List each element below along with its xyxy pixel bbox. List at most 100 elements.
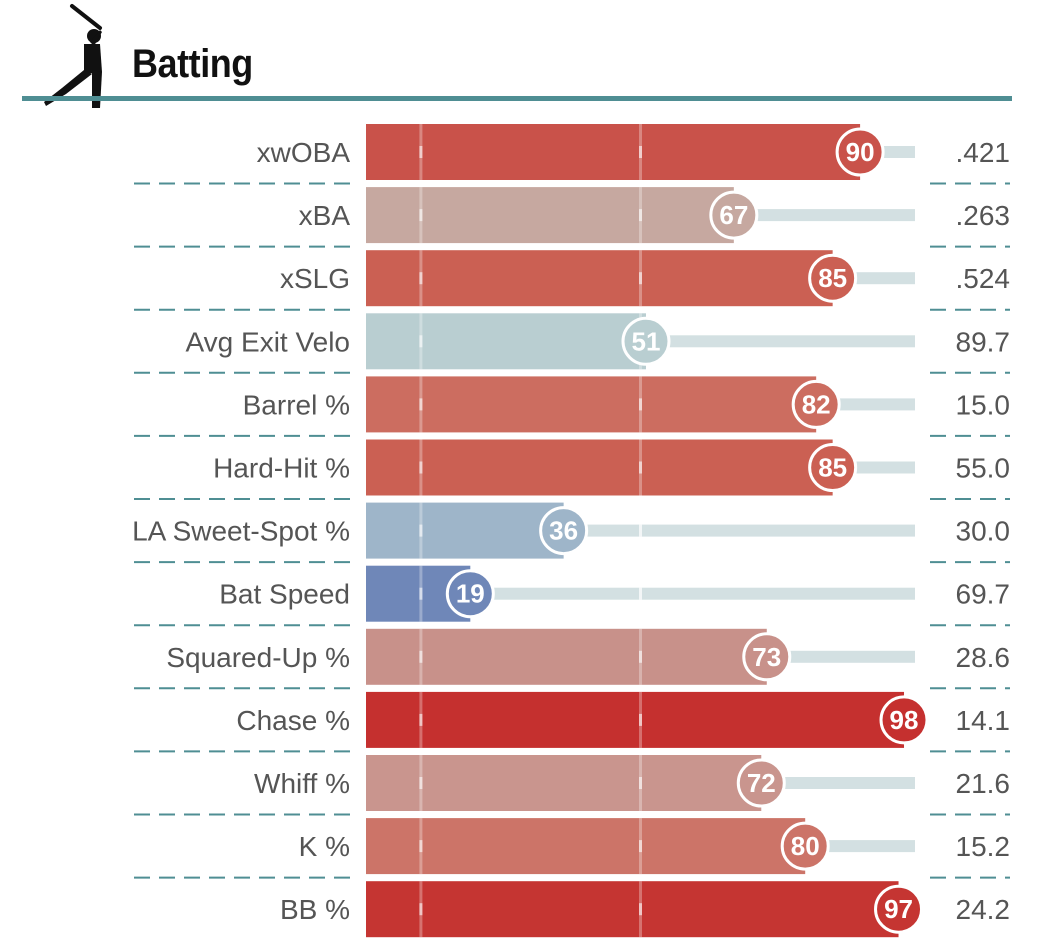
metric-label: Avg Exit Velo [186,326,350,357]
percentile-bubble [791,379,841,429]
track-tick [639,713,642,726]
percentile-value: 51 [632,326,661,356]
percentile-bar [366,313,646,370]
percentile-bubble [835,127,885,177]
percentile-bubble [808,443,858,492]
track-tick [419,461,423,474]
percentile-track [766,650,915,663]
track-tick [419,650,423,663]
percentile-value: 80 [791,831,820,861]
percentile-track [816,398,915,411]
track-tick [639,650,642,663]
metric-label: Hard-Hit % [213,453,350,484]
metric-label: xwOBA [257,137,351,168]
metric-value: .263 [956,200,1011,231]
metric-label: BB % [280,894,350,925]
track-tick [419,524,423,537]
track-tick [419,398,423,411]
percentile-bar [366,818,806,875]
metric-value: 30.0 [956,516,1011,547]
percentile-value: 72 [747,768,776,798]
percentile-track [761,777,915,789]
track-tick [639,272,642,285]
track-tick [419,903,423,916]
percentile-bar [366,881,899,938]
metric-label: LA Sweet-Spot % [132,516,350,547]
metric-value: 89.7 [956,326,1011,357]
metric-value: 24.2 [956,894,1011,925]
percentile-bar [366,187,734,244]
percentile-bubble [742,632,792,682]
percentile-value: 85 [818,263,847,293]
track-tick [419,335,423,348]
percentile-value: 19 [456,579,485,609]
percentile-bubble [445,569,495,619]
metric-value: .524 [956,263,1011,294]
percentile-bar [366,502,564,559]
metric-value: 69.7 [956,579,1011,610]
track-tick [639,398,642,411]
percentile-bubble [736,758,786,808]
track-tick [419,209,423,222]
track-tick [419,840,423,853]
track-tick [419,777,423,789]
metric-value: 15.2 [956,831,1011,862]
percentile-bar [366,439,833,496]
metric-label: xSLG [280,263,350,294]
section-header: Batting [0,0,1045,110]
percentile-track [645,335,915,348]
percentile-bubble [780,821,830,871]
percentile-value: 90 [846,137,875,167]
percentile-value: 85 [818,453,847,483]
track-tick [639,587,642,600]
percentile-bar [366,376,817,433]
percentile-track [733,209,915,222]
percentile-value: 67 [719,200,748,230]
percentile-bubble [808,253,858,303]
percentile-bubble [621,316,671,366]
metric-label: Barrel % [243,389,350,420]
metric-label: Chase % [236,705,350,736]
percentile-value: 98 [890,705,919,735]
track-tick [639,903,642,916]
page-title: Batting [132,42,253,86]
percentile-value: 73 [752,642,781,672]
percentile-bubble [709,190,759,240]
metric-value: 15.0 [956,389,1011,420]
metric-value: 55.0 [956,453,1011,484]
percentile-bar [366,755,762,811]
track-tick [639,209,642,222]
metric-value: 21.6 [956,768,1011,799]
metric-label: Whiff % [254,768,350,799]
percentile-bubble [879,695,929,745]
percentile-bubble [539,506,589,556]
percentile-bar [366,124,861,180]
metric-label: K % [299,831,350,862]
track-tick [419,272,423,285]
percentile-bar [366,691,905,748]
metric-label: Bat Speed [219,579,350,610]
header-rule [22,96,1012,101]
metric-label: Squared-Up % [166,642,350,673]
metric-label: xBA [299,200,351,231]
percentile-track [470,587,915,600]
percentile-bar [366,250,833,307]
percentile-value: 36 [549,516,578,546]
track-tick [639,524,642,537]
track-tick [419,713,423,726]
metric-value: .421 [956,137,1011,168]
percentile-value: 82 [802,389,831,419]
percentile-value: 97 [884,894,913,924]
track-tick [419,146,423,158]
track-tick [639,840,642,853]
percentile-bubble [874,884,924,934]
track-tick [639,461,642,474]
percentile-bar [366,628,767,685]
metric-value: 28.6 [956,642,1011,673]
track-tick [419,587,423,600]
track-tick [639,146,642,158]
percentile-track [805,840,915,853]
metric-value: 14.1 [956,705,1011,736]
percentile-track [563,524,915,537]
